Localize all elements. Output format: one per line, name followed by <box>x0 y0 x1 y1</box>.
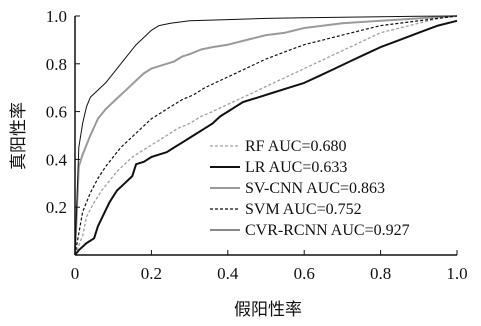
y-tick-label: 0.4 <box>46 150 68 169</box>
x-tick-label: 0.6 <box>294 264 315 283</box>
y-tick-label: 0.2 <box>46 198 67 217</box>
legend-label-0: RF AUC=0.680 <box>245 138 347 155</box>
axes <box>74 16 457 256</box>
y-tick-label: 1.0 <box>46 7 67 26</box>
series-line-4 <box>74 15 458 256</box>
x-axis-title: 假阳性率 <box>234 300 302 320</box>
x-tick-label: 0.2 <box>141 264 162 283</box>
legend-label-4: CVR-RCNN AUC=0.927 <box>245 222 410 239</box>
series-line-0 <box>74 15 458 256</box>
legend-label-1: LR AUC=0.633 <box>245 159 347 176</box>
series-line-1 <box>74 19 458 256</box>
y-axis-title: 真阳性率 <box>9 102 29 170</box>
legend-label-3: SVM AUC=0.752 <box>245 201 362 218</box>
y-tick-label: 0.6 <box>46 103 67 122</box>
x-tick-label: 1.0 <box>446 264 467 283</box>
y-tick-label: 0.8 <box>46 55 67 74</box>
x-tick-label: 0.8 <box>370 264 391 283</box>
legend-label-2: SV-CNN AUC=0.863 <box>245 180 385 197</box>
series-lines <box>74 15 458 256</box>
legend: RF AUC=0.680 LR AUC=0.633 SV-CNN AUC=0.863… <box>210 138 410 239</box>
ticks: 0 0.2 0.4 0.6 0.8 1.0 0.2 0.4 0.6 0.8 1.0 <box>46 7 468 283</box>
series-line-3 <box>74 15 458 256</box>
x-tick-label: 0 <box>71 264 80 283</box>
x-tick-label: 0.4 <box>217 264 239 283</box>
series-line-2 <box>74 15 458 256</box>
